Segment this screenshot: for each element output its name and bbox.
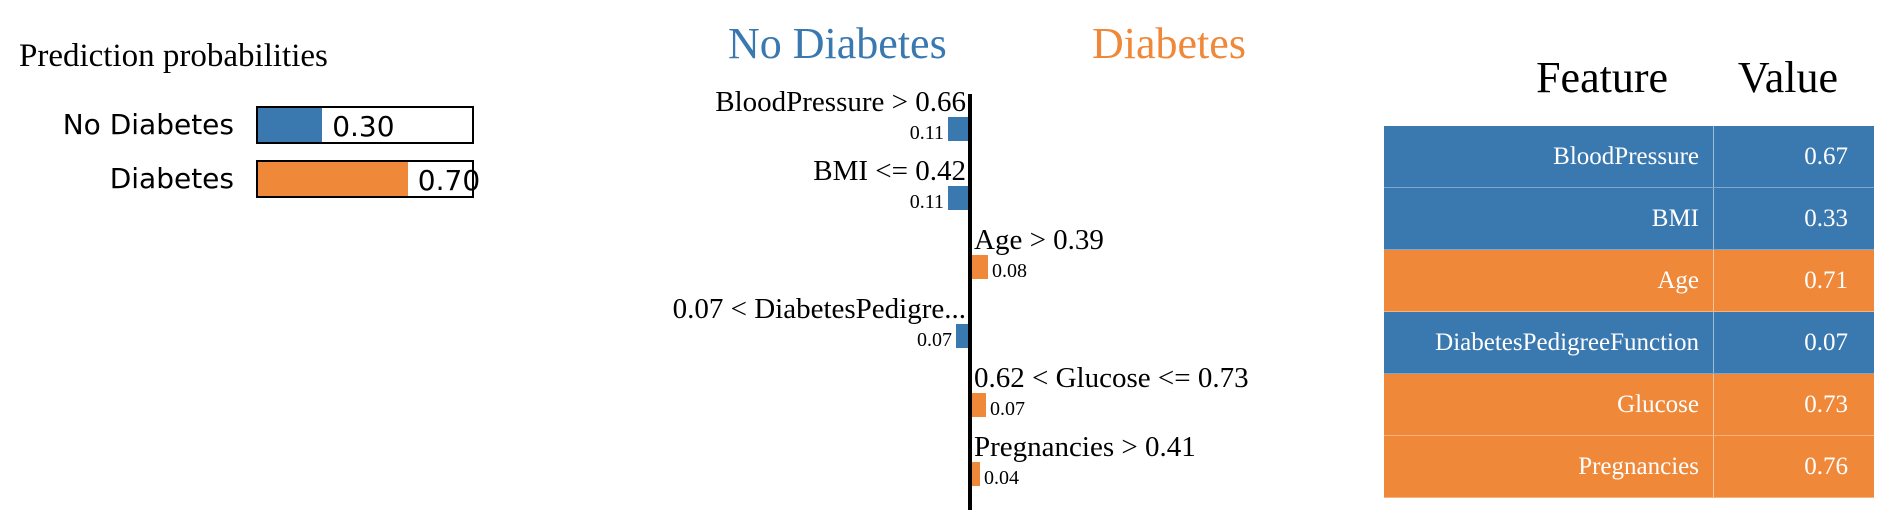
proba-row-no-diabetes: No Diabetes 0.30	[0, 106, 520, 148]
table-body: BloodPressure 0.67 BMI 0.33 Age 0.71 DiabetesP…	[1384, 126, 1874, 498]
feature-condition-label: Pregnancies > 0.41	[974, 431, 1196, 463]
weight-bar	[972, 255, 988, 279]
weight-bar	[948, 117, 970, 141]
weight-value-label: 0.07	[917, 329, 952, 351]
feature-value-table: Feature Value BloodPressure 0.67 BMI 0.33 Ag…	[1384, 40, 1874, 498]
feature-condition-label: Age > 0.39	[974, 224, 1104, 256]
table-header: Feature Value	[1384, 40, 1874, 126]
table-row: Pregnancies 0.76	[1384, 436, 1874, 498]
proba-label: Diabetes	[109, 162, 234, 195]
weight-bar	[948, 186, 970, 210]
table-row: BMI 0.33	[1384, 188, 1874, 250]
feature-name-cell: Glucose	[1384, 374, 1714, 435]
class-label-no-diabetes: No Diabetes	[728, 19, 947, 68]
proba-label: No Diabetes	[62, 108, 234, 141]
weight-bar	[972, 393, 986, 417]
feature-value-cell: 0.67	[1804, 143, 1848, 170]
weight-value-label: 0.07	[990, 398, 1025, 420]
proba-row-diabetes: Diabetes 0.70	[0, 160, 520, 202]
feature-value-cell: 0.73	[1804, 391, 1848, 418]
header-feature: Feature	[1536, 53, 1668, 102]
feature-condition-label: BMI <= 0.42	[813, 155, 966, 187]
proba-bar-box: 0.30	[256, 106, 474, 144]
proba-bar-box: 0.70	[256, 160, 480, 198]
weight-value-label: 0.11	[910, 122, 944, 144]
feature-name-cell: BMI	[1384, 188, 1714, 249]
table-row: Age 0.71	[1384, 250, 1874, 312]
proba-value: 0.30	[332, 110, 395, 143]
weight-value-label: 0.11	[910, 191, 944, 213]
prediction-probabilities-title: Prediction probabilities	[19, 38, 328, 74]
table-row: BloodPressure 0.67	[1384, 126, 1874, 188]
feature-value-cell: 0.71	[1804, 267, 1848, 294]
proba-bar-fill	[258, 162, 408, 196]
weight-bar	[956, 324, 970, 348]
feature-condition-label: 0.62 < Glucose <= 0.73	[974, 362, 1249, 394]
feature-condition-label: BloodPressure > 0.66	[715, 86, 966, 118]
header-value: Value	[1737, 53, 1838, 102]
table-row: DiabetesPedigreeFunction 0.07	[1384, 312, 1874, 374]
weight-value-label: 0.04	[984, 467, 1019, 489]
feature-weight-chart: No Diabetes Diabetes BloodPressure > 0.66 0…	[673, 19, 1249, 510]
feature-name-cell: BloodPressure	[1384, 126, 1714, 187]
feature-name-cell: Age	[1384, 250, 1714, 311]
weight-value-label: 0.08	[992, 260, 1027, 282]
proba-bar-fill	[258, 108, 323, 142]
feature-value-cell: 0.07	[1804, 329, 1848, 356]
feature-name-cell: Pregnancies	[1384, 436, 1714, 497]
table-row: Glucose 0.73	[1384, 374, 1874, 436]
feature-value-cell: 0.76	[1804, 453, 1848, 480]
prediction-probabilities-panel: Prediction probabilities No Diabetes 0.3…	[0, 0, 560, 260]
feature-condition-label: 0.07 < DiabetesPedigre...	[673, 293, 966, 325]
feature-value-cell: 0.33	[1804, 205, 1848, 232]
weight-bar	[972, 462, 980, 486]
feature-name-cell: DiabetesPedigreeFunction	[1384, 312, 1714, 373]
proba-value: 0.70	[417, 164, 481, 197]
class-label-diabetes: Diabetes	[1092, 19, 1246, 68]
